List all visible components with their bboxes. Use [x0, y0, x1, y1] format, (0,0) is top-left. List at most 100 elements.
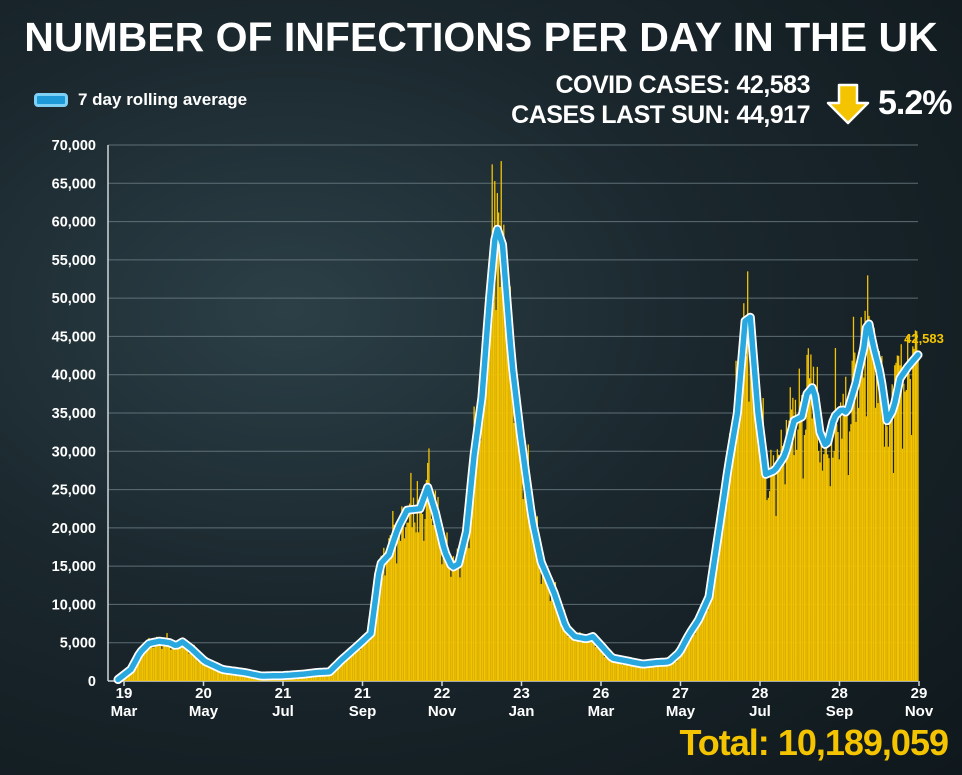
- daily-bar: [883, 446, 886, 681]
- x-tick-month: Nov: [428, 703, 457, 720]
- daily-bar: [225, 670, 228, 681]
- daily-bar: [694, 634, 696, 681]
- daily-bar: [496, 193, 498, 682]
- daily-bar: [132, 666, 135, 681]
- daily-bar: [683, 640, 686, 681]
- daily-bar: [339, 664, 341, 681]
- total-value: 10,189,059: [777, 722, 949, 763]
- daily-bar: [901, 448, 904, 681]
- daily-bar: [707, 610, 709, 681]
- daily-bar: [139, 649, 141, 681]
- daily-bar: [154, 640, 157, 681]
- daily-bar: [630, 664, 633, 681]
- daily-bar: [349, 655, 351, 681]
- daily-bar: [210, 663, 212, 681]
- daily-bar: [580, 642, 582, 681]
- daily-bar: [828, 458, 830, 681]
- daily-bar: [187, 644, 189, 681]
- daily-bar: [650, 660, 652, 681]
- daily-bar: [467, 510, 469, 681]
- daily-bar: [754, 406, 757, 681]
- daily-bar: [784, 484, 786, 681]
- daily-bar: [233, 672, 235, 681]
- daily-bar: [459, 577, 461, 681]
- daily-bar: [343, 659, 345, 681]
- daily-bar: [148, 637, 150, 681]
- daily-bar: [765, 462, 767, 681]
- daily-bar: [726, 471, 728, 681]
- daily-bar: [797, 429, 799, 681]
- daily-bar: [353, 652, 355, 681]
- daily-bar: [460, 558, 462, 681]
- daily-bar: [194, 652, 197, 681]
- daily-bar: [558, 615, 560, 681]
- daily-bar: [419, 501, 421, 681]
- daily-bar: [687, 641, 689, 681]
- daily-bar: [454, 560, 456, 681]
- y-tick-label: 60,000: [52, 215, 96, 231]
- daily-bar: [158, 641, 160, 681]
- daily-bar: [865, 416, 868, 681]
- daily-bar: [599, 641, 602, 681]
- daily-bar: [660, 664, 662, 681]
- daily-bar: [823, 454, 825, 681]
- y-tick-label: 40,000: [52, 368, 96, 384]
- daily-bar: [872, 324, 874, 681]
- daily-bar: [710, 566, 713, 681]
- y-tick-label: 5,000: [60, 636, 96, 652]
- daily-bar: [366, 633, 368, 681]
- daily-bar: [855, 421, 857, 681]
- daily-bar: [611, 659, 613, 681]
- daily-bar: [446, 532, 448, 681]
- daily-bar: [894, 365, 896, 681]
- daily-bar: [717, 533, 719, 681]
- daily-bar: [438, 516, 440, 681]
- x-axis-labels: 19Mar20May21Jul21Sep22Nov23Jan26Mar27May…: [111, 681, 934, 720]
- daily-bar: [779, 464, 781, 681]
- daily-bar: [834, 347, 837, 681]
- total-cases: Total: 10,189,059: [679, 722, 949, 764]
- daily-bar: [535, 537, 537, 681]
- daily-bar: [856, 386, 858, 681]
- daily-bar: [701, 618, 704, 681]
- daily-bar: [138, 651, 140, 681]
- daily-bar: [321, 672, 323, 681]
- daily-bar: [478, 435, 480, 681]
- daily-bar: [388, 538, 390, 681]
- annotations: 42,583: [904, 331, 944, 346]
- daily-bar: [530, 514, 532, 681]
- x-tick-day: 20: [195, 685, 212, 702]
- daily-bar: [686, 633, 688, 681]
- daily-bar: [830, 431, 833, 681]
- daily-bar: [914, 330, 917, 681]
- daily-bar: [433, 504, 435, 681]
- daily-bar: [887, 446, 889, 681]
- daily-bar: [888, 420, 891, 681]
- daily-bar: [870, 326, 873, 681]
- daily-bar: [670, 661, 673, 681]
- daily-bar: [882, 382, 884, 681]
- daily-bar: [818, 451, 820, 681]
- daily-bar: [159, 641, 162, 681]
- daily-bar: [820, 439, 822, 681]
- daily-bar: [488, 309, 491, 681]
- daily-bar: [907, 336, 909, 681]
- daily-bar: [916, 331, 918, 681]
- daily-bar: [654, 663, 656, 681]
- daily-bar: [802, 478, 804, 681]
- daily-bar: [593, 643, 595, 681]
- daily-bar: [168, 642, 171, 681]
- daily-bar: [665, 661, 668, 681]
- daily-bar: [172, 642, 175, 681]
- daily-bar: [679, 653, 682, 681]
- daily-bar: [758, 389, 760, 681]
- daily-bar: [761, 411, 763, 681]
- daily-bar: [494, 181, 496, 681]
- daily-bar: [768, 491, 771, 681]
- daily-bar: [370, 638, 372, 681]
- daily-bar: [836, 424, 838, 681]
- daily-bar: [161, 648, 163, 681]
- daily-bar: [652, 662, 655, 681]
- daily-bar: [845, 376, 847, 681]
- daily-bar: [544, 581, 546, 681]
